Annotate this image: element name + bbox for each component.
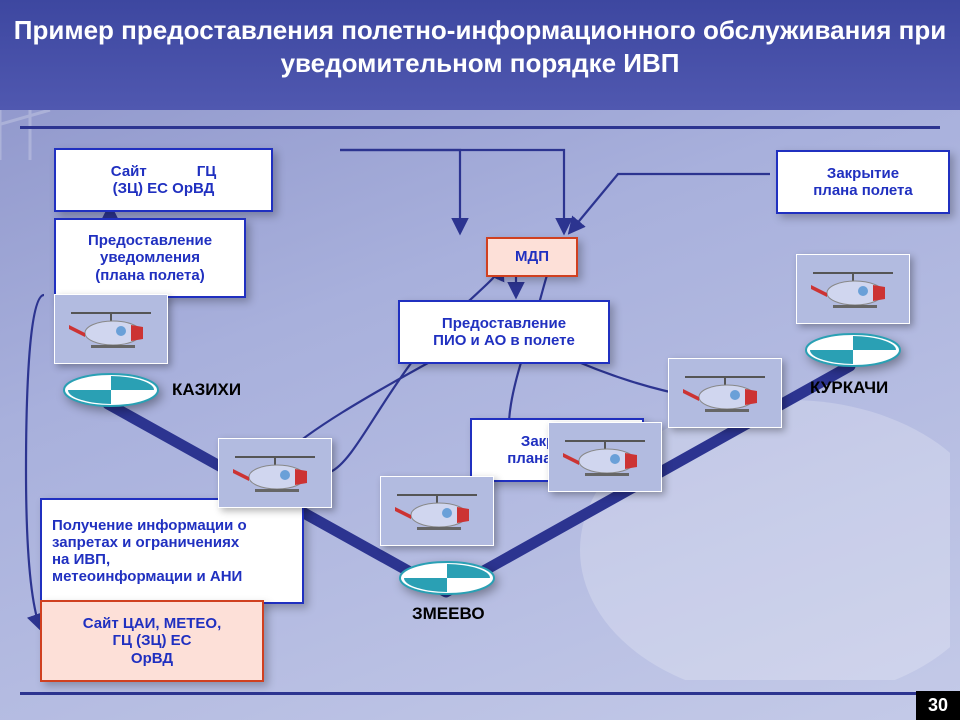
rule-top <box>20 126 940 129</box>
helipad-icon <box>804 332 902 368</box>
helicopter-icon <box>668 358 782 428</box>
box-restrict: Получение информации о запретах и ограни… <box>40 498 304 604</box>
box-close-1: Закрытие плана полета <box>776 150 950 214</box>
box-pio: Предоставление ПИО и АО в полете <box>398 300 610 364</box>
box-notify: Предоставление уведомления (плана полета… <box>54 218 246 298</box>
helicopter-icon <box>54 294 168 364</box>
helicopter-icon <box>380 476 494 546</box>
slide: Пример предоставления полетно-информацио… <box>0 0 960 720</box>
box-site-cai: Сайт ЦАИ, МЕТЕО, ГЦ (ЗЦ) ЕС ОрВД <box>40 600 264 682</box>
helicopter-icon <box>796 254 910 324</box>
box-site-gc: Сайт ГЦ (ЗЦ) ЕС ОрВД <box>54 148 273 212</box>
helipad-label: КАЗИХИ <box>172 380 241 400</box>
helicopter-icon <box>218 438 332 508</box>
helicopter-icon <box>548 422 662 492</box>
helipad-icon <box>398 560 496 596</box>
box-mdp: МДП <box>486 237 578 277</box>
helipad-label: ЗМЕЕВО <box>412 604 485 624</box>
slide-title: Пример предоставления полетно-информацио… <box>0 14 960 79</box>
rule-bottom <box>20 692 940 695</box>
page-number: 30 <box>916 691 960 720</box>
helipad-label: КУРКАЧИ <box>810 378 888 398</box>
helipad-icon <box>62 372 160 408</box>
